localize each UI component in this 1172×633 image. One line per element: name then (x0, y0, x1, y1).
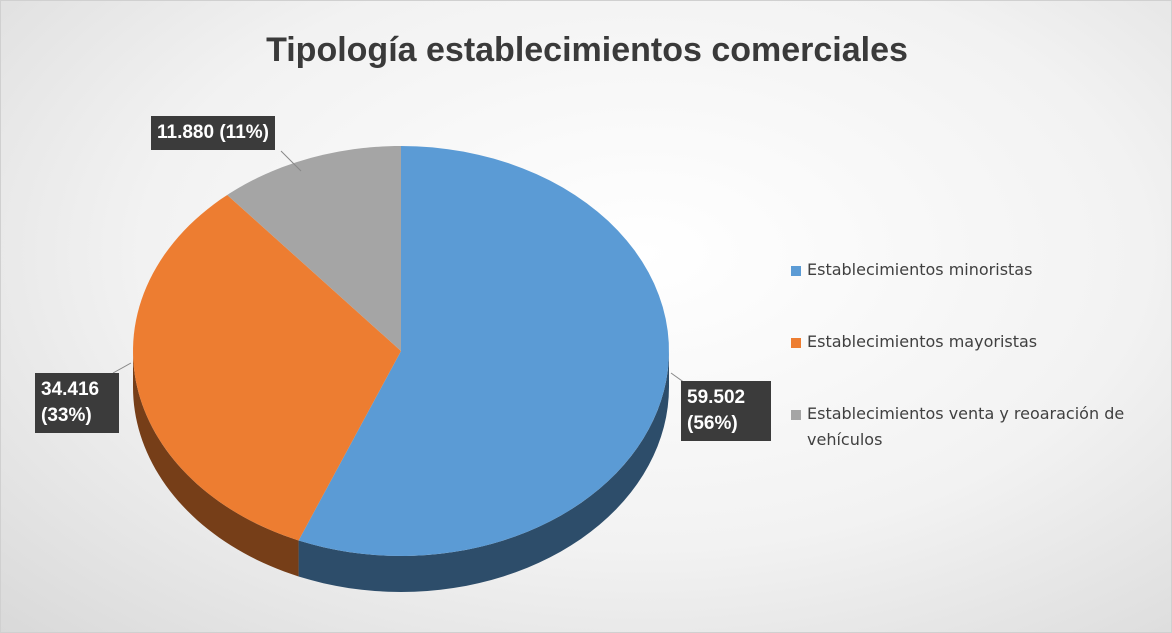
legend-swatch (791, 410, 801, 420)
legend-swatch (791, 338, 801, 348)
slice (227, 146, 401, 351)
legend-item: Establecimientos mayoristas (791, 329, 1161, 355)
legend-label: Establecimientos mayoristas (807, 332, 1038, 351)
slice (298, 146, 669, 556)
slice (133, 194, 401, 541)
legend-swatch (791, 266, 801, 276)
data-label: 59.502 (56%) (681, 381, 771, 441)
data-label: 34.416 (33%) (35, 373, 119, 433)
slice-side (298, 351, 669, 592)
slice-side (133, 351, 299, 577)
legend-label: Establecimientos venta y reoaración de v… (807, 404, 1125, 449)
data-label: 11.880 (11%) (151, 116, 275, 150)
leader-line (280, 150, 302, 172)
leader-line (112, 362, 132, 374)
legend-item: Establecimientos minoristas (791, 257, 1161, 283)
chart-title: Tipología establecimientos comerciales (266, 31, 908, 69)
legend-item: Establecimientos venta y reoaración de v… (791, 401, 1161, 453)
legend-label: Establecimientos minoristas (807, 260, 1033, 279)
